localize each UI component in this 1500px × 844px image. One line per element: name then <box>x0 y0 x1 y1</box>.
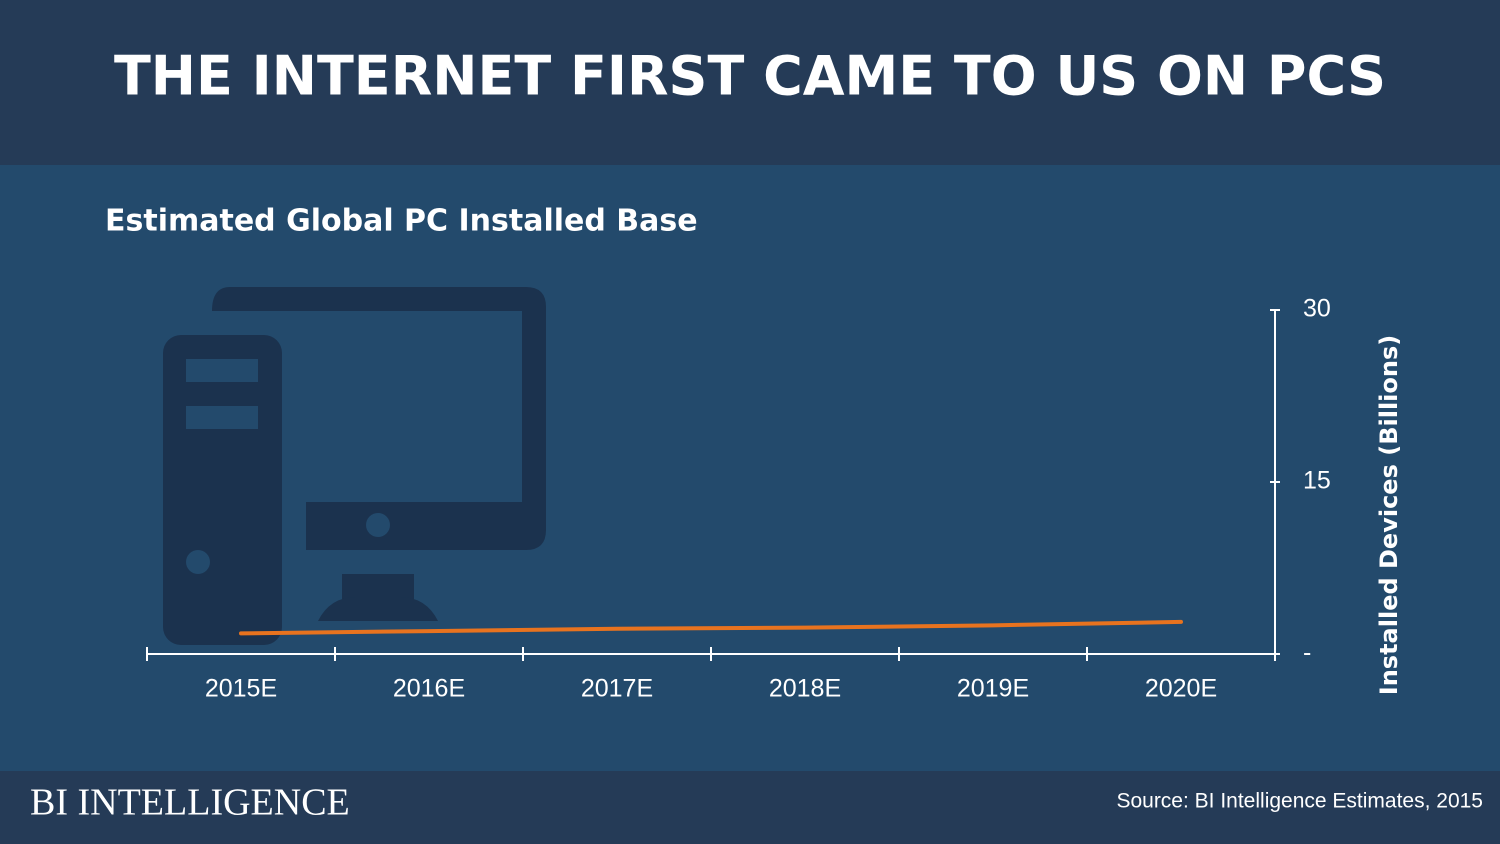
x-tick-label: 2015E <box>205 675 277 703</box>
brand: BI INTELLIGENCE <box>30 782 350 824</box>
y-tick-label: 30 <box>1303 295 1331 323</box>
y-axis-label: Installed Devices (Billions) <box>1375 335 1403 695</box>
x-tick-label: 2017E <box>581 675 653 703</box>
x-tick-label: 2019E <box>957 675 1029 703</box>
x-tick-label: 2018E <box>769 675 841 703</box>
chart-title: THE INTERNET FIRST CAME TO US ON PCS <box>114 45 1386 108</box>
pc-icon <box>163 287 546 645</box>
footer-band <box>0 771 1500 844</box>
y-tick-label: 15 <box>1303 467 1331 495</box>
source: Source: BI Intelligence Estimates, 2015 <box>1116 790 1483 813</box>
header-band <box>0 0 1500 165</box>
x-tick-label: 2016E <box>393 675 465 703</box>
y-tick-label: - <box>1303 639 1311 667</box>
x-tick-label: 2020E <box>1145 675 1217 703</box>
line-series <box>239 619 1183 636</box>
chart-subtitle: Estimated Global PC Installed Base <box>105 204 698 239</box>
